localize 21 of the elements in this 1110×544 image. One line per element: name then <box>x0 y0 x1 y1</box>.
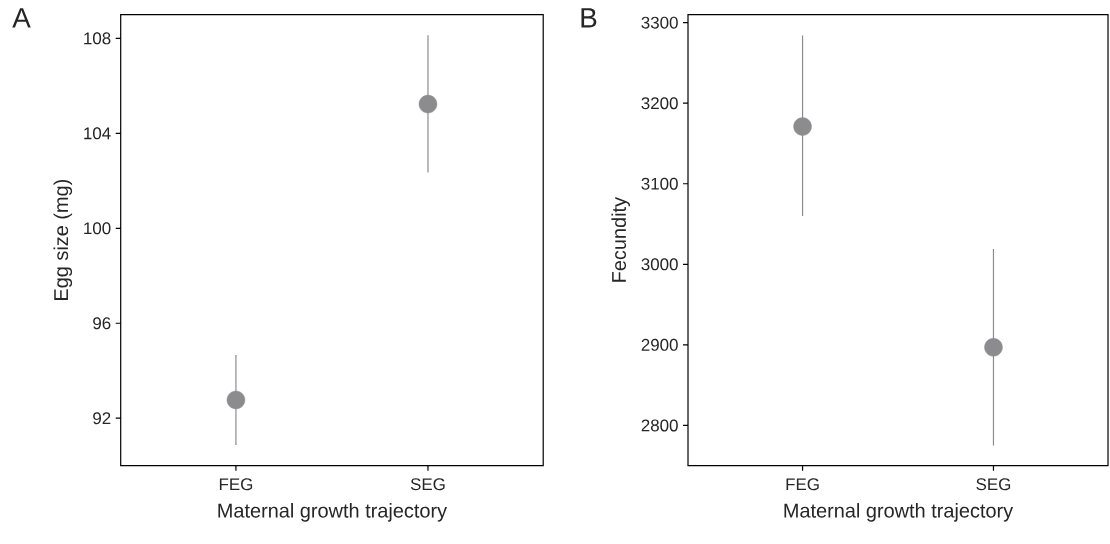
y-tick-label: 3200 <box>641 97 678 110</box>
y-tick-label: 3100 <box>641 177 678 190</box>
y-tick-label: 2800 <box>641 419 678 432</box>
x-axis-title: Maternal growth trajectory <box>784 503 1014 522</box>
x-tick-label: FEG <box>219 478 253 491</box>
y-tick-label: 2900 <box>641 338 678 351</box>
y-tick-label: 3000 <box>641 258 678 271</box>
y-tick-label: 100 <box>84 222 111 235</box>
y-tick-label: 104 <box>84 127 111 140</box>
y-tick-label: 3300 <box>641 16 678 29</box>
chart-title: B <box>581 8 597 28</box>
x-tick-label: SEG <box>976 478 1011 491</box>
y-tick-label: 96 <box>93 317 111 330</box>
y-axis-title: Fecundity <box>611 197 630 282</box>
x-tick-label: FEG <box>786 478 819 491</box>
x-axis-title: Maternal growth trajectory <box>218 503 448 522</box>
chart-title: A <box>12 8 31 28</box>
y-tick-label: 92 <box>93 412 111 425</box>
x-tick-label: SEG <box>410 478 445 491</box>
y-axis-title: Egg size (mg) <box>53 179 73 300</box>
y-tick-label: 108 <box>84 32 111 45</box>
